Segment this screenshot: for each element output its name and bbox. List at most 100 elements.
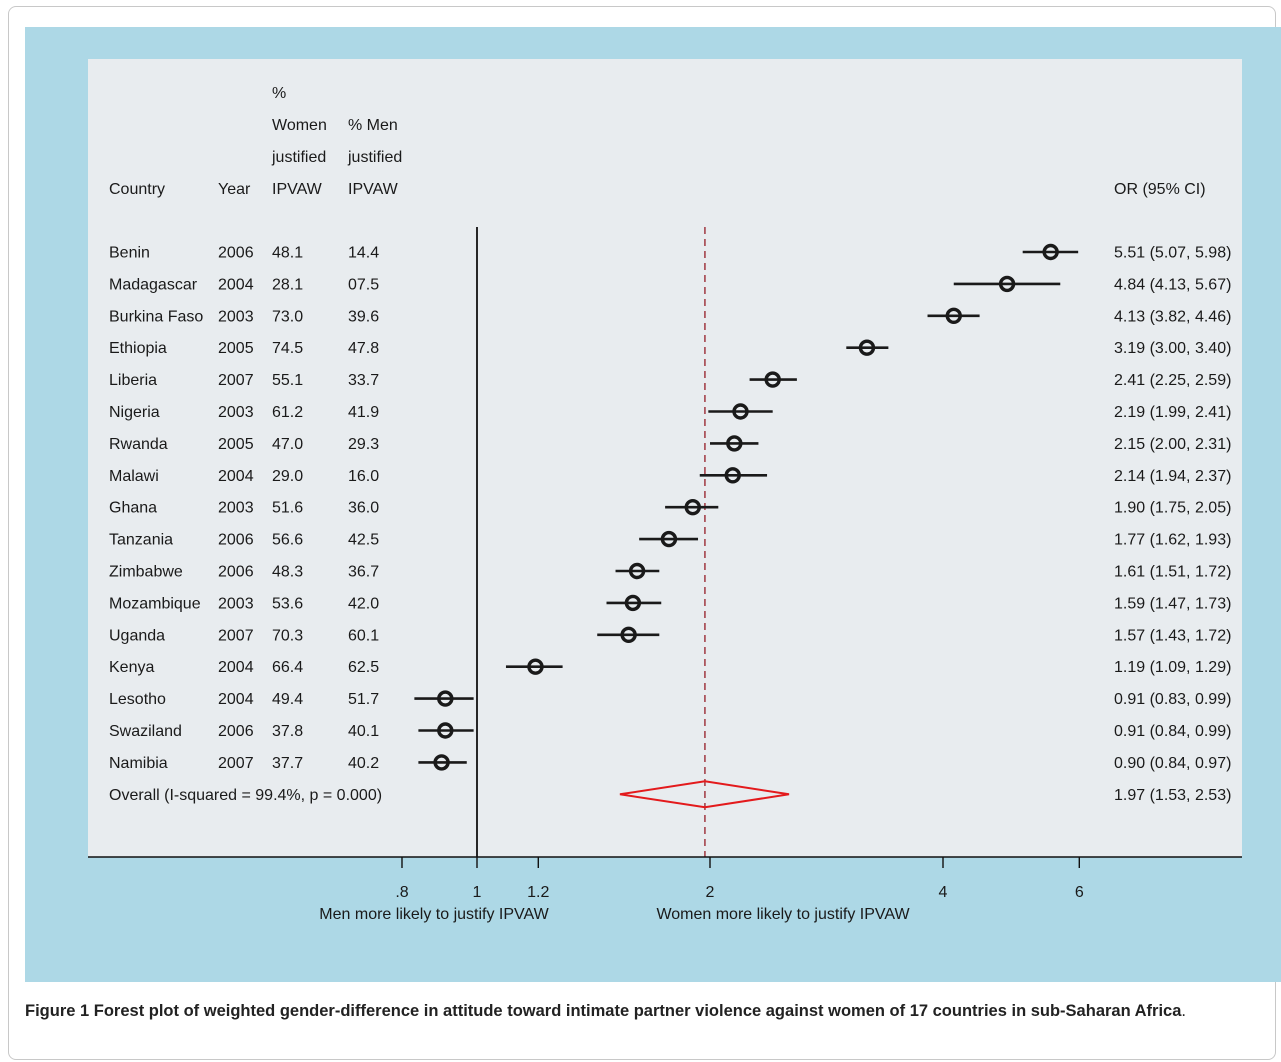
point-estimate <box>437 722 454 739</box>
row-women-pct: 55.1 <box>272 372 303 389</box>
x-tick-label: 1.2 <box>527 884 549 901</box>
row-women-pct: 61.2 <box>272 404 303 421</box>
row-year: 2007 <box>218 372 254 389</box>
row-women-pct: 49.4 <box>272 691 303 708</box>
header-year: Year <box>218 181 251 198</box>
row-or-label: 1.19 (1.09, 1.29) <box>1114 659 1231 676</box>
overall-label: Overall (I-squared = 99.4%, p = 0.000) <box>109 787 382 804</box>
point-estimate <box>726 435 743 452</box>
row-or-label: 1.77 (1.62, 1.93) <box>1114 532 1231 549</box>
x-tick-label: 6 <box>1075 884 1084 901</box>
row-or-label: 2.41 (2.25, 2.59) <box>1114 372 1231 389</box>
row-men-pct: 42.0 <box>348 595 379 612</box>
row-country: Malawi <box>109 468 159 485</box>
row-men-pct: 62.5 <box>348 659 379 676</box>
row-year: 2003 <box>218 500 254 517</box>
row-women-pct: 48.1 <box>272 245 303 262</box>
row-country: Mozambique <box>109 595 201 612</box>
row-year: 2007 <box>218 755 254 772</box>
row-women-pct: 37.7 <box>272 755 303 772</box>
row-year: 2004 <box>218 468 254 485</box>
row-women-pct: 66.4 <box>272 659 303 676</box>
row-or-label: 1.61 (1.51, 1.72) <box>1114 564 1231 581</box>
row-country: Tanzania <box>109 532 173 549</box>
point-estimate <box>437 690 454 707</box>
header-or: OR (95% CI) <box>1114 181 1206 198</box>
row-women-pct: 56.6 <box>272 532 303 549</box>
row-year: 2006 <box>218 245 254 262</box>
x-tick-label: 4 <box>939 884 948 901</box>
row-women-pct: 28.1 <box>272 276 303 293</box>
overall-diamond <box>619 780 790 809</box>
table-header: % Women justified IPVAW % Men justified … <box>109 85 1206 198</box>
row-men-pct: 47.8 <box>348 340 379 357</box>
point-estimate <box>684 499 701 516</box>
row-women-pct: 47.0 <box>272 436 303 453</box>
x-tick-label: 2 <box>706 884 715 901</box>
row-country: Zimbabwe <box>109 564 183 581</box>
x-tick-label: .8 <box>395 884 408 901</box>
row-or-label: 0.91 (0.84, 0.99) <box>1114 723 1231 740</box>
overall-or-label: 1.97 (1.53, 2.53) <box>1114 787 1231 804</box>
row-country: Liberia <box>109 372 157 389</box>
row-year: 2006 <box>218 723 254 740</box>
point-estimate <box>624 594 642 612</box>
row-or-label: 4.13 (3.82, 4.46) <box>1114 308 1231 325</box>
point-estimate <box>858 339 876 356</box>
row-or-label: 0.90 (0.84, 0.97) <box>1114 755 1231 772</box>
plot-area <box>88 59 1242 857</box>
figure-caption: Figure 1 Forest plot of weighted gender-… <box>25 998 1277 1025</box>
forest-plot: % Women justified IPVAW % Men justified … <box>88 85 1242 923</box>
row-or-label: 0.91 (0.83, 0.99) <box>1114 691 1231 708</box>
row-women-pct: 74.5 <box>272 340 303 357</box>
row-women-pct: 48.3 <box>272 564 303 581</box>
row-country: Namibia <box>109 755 168 772</box>
x-label-left: Men more likely to justify IPVAW <box>319 906 549 923</box>
row-men-pct: 36.7 <box>348 564 379 581</box>
point-estimate <box>620 626 637 643</box>
row-or-label: 1.57 (1.43, 1.72) <box>1114 627 1231 644</box>
point-estimate <box>660 530 678 548</box>
row-women-pct: 53.6 <box>272 595 303 612</box>
row-country: Madagascar <box>109 276 198 293</box>
row-men-pct: 60.1 <box>348 627 379 644</box>
row-men-pct: 39.6 <box>348 308 379 325</box>
row-year: 2004 <box>218 691 254 708</box>
row-or-label: 2.19 (1.99, 2.41) <box>1114 404 1231 421</box>
row-or-label: 5.51 (5.07, 5.98) <box>1114 245 1231 262</box>
plot-marks <box>414 227 1079 857</box>
row-women-pct: 73.0 <box>272 308 303 325</box>
row-country: Kenya <box>109 659 154 676</box>
point-estimate <box>724 467 741 484</box>
x-axis: .8 1 1.2 2 4 6 Men more likely to justify IPVA… <box>88 856 1242 923</box>
row-year: 2006 <box>218 532 254 549</box>
header-men-line3: IPVAW <box>348 181 399 198</box>
header-women-line2: Women <box>272 117 327 134</box>
header-men-line1: % Men <box>348 117 398 134</box>
point-estimate <box>764 371 781 388</box>
row-or-label: 1.90 (1.75, 2.05) <box>1114 500 1231 517</box>
x-label-right: Women more likely to justify IPVAW <box>656 906 910 923</box>
row-men-pct: 51.7 <box>348 691 379 708</box>
point-estimate <box>945 307 962 324</box>
row-country: Ethiopia <box>109 340 167 357</box>
row-year: 2005 <box>218 436 254 453</box>
row-country: Nigeria <box>109 404 160 421</box>
row-men-pct: 33.7 <box>348 372 379 389</box>
row-or-label: 4.84 (4.13, 5.67) <box>1114 276 1231 293</box>
row-country: Swaziland <box>109 723 182 740</box>
row-year: 2005 <box>218 340 254 357</box>
row-country: Uganda <box>109 627 165 644</box>
row-men-pct: 14.4 <box>348 245 379 262</box>
row-men-pct: 42.5 <box>348 532 379 549</box>
row-country: Benin <box>109 245 150 262</box>
row-or-label: 1.59 (1.47, 1.73) <box>1114 595 1231 612</box>
row-men-pct: 40.1 <box>348 723 379 740</box>
point-estimate <box>527 658 544 675</box>
x-tick-label: 1 <box>473 884 482 901</box>
row-year: 2004 <box>218 276 254 293</box>
header-women-line3: justified <box>271 149 326 166</box>
row-or-label: 2.14 (1.94, 2.37) <box>1114 468 1231 485</box>
point-estimate <box>433 754 450 771</box>
header-men-line2: justified <box>347 149 402 166</box>
